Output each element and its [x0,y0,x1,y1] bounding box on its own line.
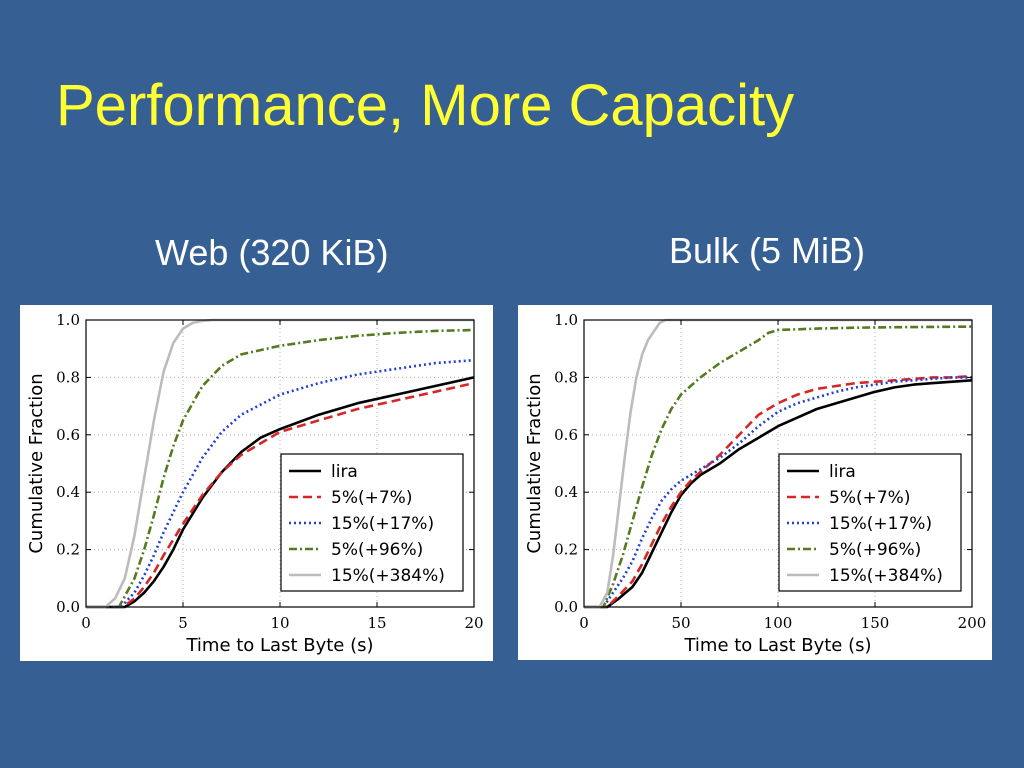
series-line-bulk-4 [584,318,972,609]
legend-entry-label: 5%(+96%) [331,540,423,560]
y-tick-label: 0.8 [554,368,578,386]
slide-title: Performance, More Capacity [56,73,795,138]
y-tick-label: 1.0 [56,311,80,329]
y-tick-label: 0.8 [56,368,80,386]
series-line-bulk-3 [584,325,973,609]
chart-panel-web: 0 5 10 15 20 0.0 0.2 0.4 0.6 0.8 1.0 Time to Last B… [20,305,493,661]
x-tick-label: 20 [464,614,483,632]
chart-title-bulk: Bulk (5 MiB) [669,230,866,271]
chart-bulk: 0 50 100 150 200 0.0 0.2 0.4 0.6 0.8 1.0 Time to La… [524,311,987,656]
legend-entry-label: 15%(+384%) [829,566,943,586]
legend-entry-label: 15%(+17%) [331,514,434,534]
chart-panel-bulk: 0 50 100 150 200 0.0 0.2 0.4 0.6 0.8 1.0 Time to La… [518,305,992,660]
x-tick-label: 15 [367,614,386,632]
y-axis-label: Cumulative Fraction [26,373,47,553]
x-tick-label: 150 [861,614,890,632]
y-tick-label: 0.6 [56,426,80,444]
legend-box [280,453,464,592]
series-line-bulk-1 [584,374,973,609]
x-tick-label: 100 [764,614,793,632]
y-tick-label: 0.0 [554,598,578,616]
legend-entry-label: 15%(+384%) [331,566,445,586]
x-axis-label: Time to Last Byte (s) [185,635,373,656]
chart-web: 0 5 10 15 20 0.0 0.2 0.4 0.6 0.8 1.0 Time to Last B… [26,311,484,656]
legend-entry-label: lira [829,462,856,482]
y-tick-label: 0.6 [554,426,578,444]
legend-entry-label: 15%(+17%) [829,514,932,534]
x-tick-label: 0 [81,614,91,632]
y-tick-label: 0.4 [56,483,80,501]
series-line-bulk-2 [584,376,972,609]
y-tick-label: 0.2 [554,541,578,559]
x-axis-label: Time to Last Byte (s) [683,635,871,656]
chart-title-web: Web (320 KiB) [155,232,389,273]
x-tick-label: 200 [958,614,987,632]
legend-box [778,453,962,592]
series-line-bulk-0 [584,379,973,609]
y-tick-label: 0.0 [56,598,80,616]
legend-entry-label: 5%(+96%) [829,540,921,560]
x-tick-label: 0 [579,614,589,632]
legend-entry-label: 5%(+7%) [829,488,910,508]
series-line-web-2 [86,358,475,609]
legend-entry-label: lira [331,462,358,482]
x-tick-label: 10 [270,614,289,632]
series-line-web-1 [86,381,475,609]
x-tick-label: 5 [178,614,188,632]
y-tick-label: 1.0 [554,311,578,329]
x-tick-label: 50 [671,614,690,632]
series-line-web-3 [86,328,475,609]
y-tick-label: 0.4 [554,483,578,501]
y-axis-label: Cumulative Fraction [524,373,545,553]
legend-entry-label: 5%(+7%) [331,488,412,508]
y-tick-label: 0.2 [56,541,80,559]
